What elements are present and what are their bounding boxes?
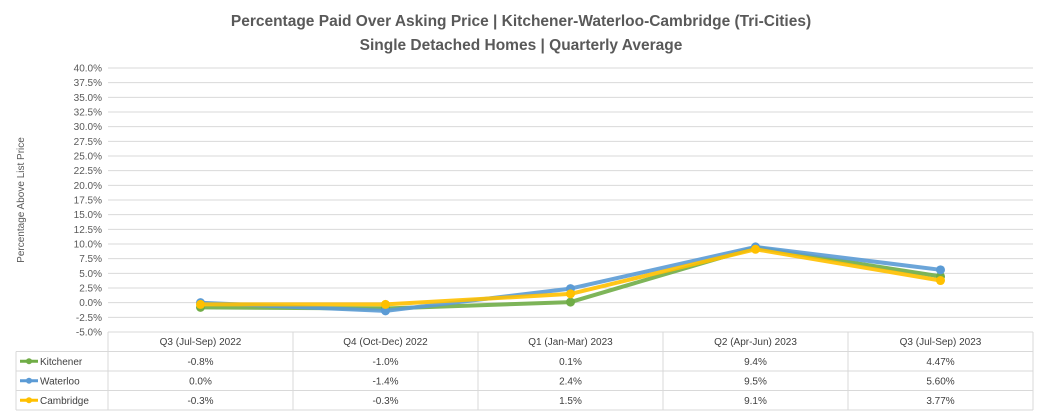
legend-entry: Waterloo <box>40 376 80 387</box>
data-cell: -1.0% <box>372 357 398 368</box>
data-table: Q3 (Jul-Sep) 2022 Q4 (Oct-Dec) 2022 Q1 (Ja… <box>15 331 1034 411</box>
data-cell: 9.4% <box>744 357 767 368</box>
data-cell: 3.77% <box>926 396 954 407</box>
data-point <box>566 297 575 307</box>
y-tick-label: 32.5% <box>74 108 102 119</box>
data-cell: 2.4% <box>559 376 582 387</box>
y-tick-label: 17.5% <box>74 196 102 207</box>
y-tick-labels: 40.0% 37.5% 35.0% 32.5% 30.0% 27.5% 25.0% 22.5%… <box>74 64 102 339</box>
category-label: Q3 (Jul-Sep) 2022 <box>160 337 242 348</box>
y-tick-label: 37.5% <box>74 78 102 89</box>
data-cell: -0.3% <box>187 396 213 407</box>
y-tick-label: 5.0% <box>79 269 102 280</box>
y-tick-label: 25.0% <box>74 152 102 163</box>
data-cell: 0.1% <box>559 357 582 368</box>
y-tick-label: 35.0% <box>74 93 102 104</box>
data-cell: 9.5% <box>744 376 767 387</box>
y-tick-label: 22.5% <box>74 166 102 177</box>
y-tick-label: -5.0% <box>76 328 102 339</box>
legend-key-marker <box>26 377 32 384</box>
chart-title: Percentage Paid Over Asking Price | Kitc… <box>231 13 811 30</box>
y-tick-label: 7.5% <box>79 254 102 265</box>
data-cell: -0.8% <box>187 357 213 368</box>
category-label: Q1 (Jan-Mar) 2023 <box>528 337 613 348</box>
category-label: Q2 (Apr-Jun) 2023 <box>714 337 797 348</box>
data-point <box>381 299 390 309</box>
data-cell: 9.1% <box>744 396 767 407</box>
y-tick-label: 10.0% <box>74 240 102 251</box>
data-cell: -0.3% <box>372 396 398 407</box>
chart-subtitle: Single Detached Homes | Quarterly Averag… <box>360 37 683 54</box>
y-tick-label: 2.5% <box>79 284 102 295</box>
y-tick-label: -2.5% <box>76 313 102 324</box>
category-label: Q3 (Jul-Sep) 2023 <box>900 337 982 348</box>
data-point <box>566 289 575 299</box>
data-cell: 4.47% <box>926 357 954 368</box>
legend-entry: Cambridge <box>40 396 89 407</box>
data-point <box>936 276 945 286</box>
y-axis-label: Percentage Above List Price <box>16 137 27 263</box>
y-tick-label: 20.0% <box>74 181 102 192</box>
series-lines <box>196 242 945 316</box>
y-tick-label: 27.5% <box>74 137 102 148</box>
y-tick-label: 40.0% <box>74 64 102 75</box>
y-tick-label: 0.0% <box>79 298 102 309</box>
y-tick-label: 15.0% <box>74 210 102 221</box>
category-label: Q4 (Oct-Dec) 2022 <box>343 337 428 348</box>
data-point <box>936 265 945 275</box>
data-point <box>381 306 390 316</box>
data-cell: -1.4% <box>372 376 398 387</box>
data-cell: 1.5% <box>559 396 582 407</box>
legend-key-marker <box>26 397 32 404</box>
data-point <box>196 299 205 309</box>
data-point <box>751 244 760 254</box>
data-cell: 5.60% <box>926 376 954 387</box>
y-tick-label: 30.0% <box>74 122 102 133</box>
data-cell: 0.0% <box>189 376 212 387</box>
legend-entry: Kitchener <box>40 357 83 368</box>
legend-key-marker <box>26 358 32 365</box>
y-tick-label: 12.5% <box>74 225 102 236</box>
